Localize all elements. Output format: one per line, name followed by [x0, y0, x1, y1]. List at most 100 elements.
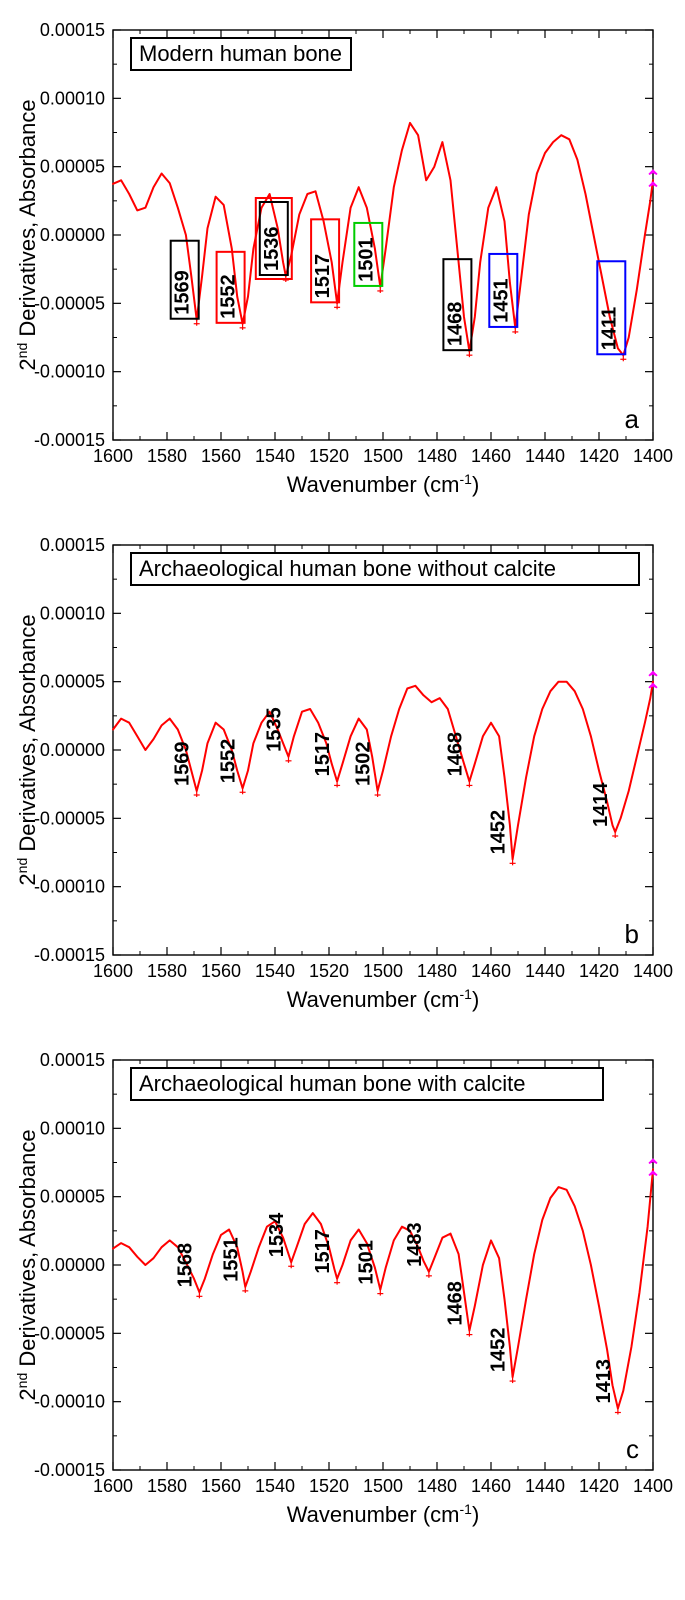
x-tick-label: 1540: [254, 961, 294, 981]
panel-letter: a: [624, 404, 639, 434]
y-tick-label: -0.00015: [33, 1460, 104, 1480]
y-tick-label: -0.00005: [33, 1323, 104, 1343]
x-tick-label: 1480: [416, 961, 456, 981]
peak-label-1452: 1452: [487, 810, 509, 855]
svg-text:1468: 1468: [444, 302, 466, 347]
panel-letter: c: [626, 1434, 639, 1464]
peak-label-1411: 1411: [598, 307, 620, 350]
svg-text:1452: 1452: [487, 810, 509, 855]
y-tick-label: 0.00010: [39, 88, 104, 108]
svg-text:1483: 1483: [403, 1222, 425, 1267]
y-tick-label: 0.00000: [39, 1255, 104, 1275]
chart-c: 1600158015601540152015001480146014401420…: [13, 1040, 673, 1540]
svg-text:1413: 1413: [592, 1359, 614, 1404]
svg-text:1451: 1451: [490, 278, 512, 323]
peak-label-1569: 1569: [171, 270, 193, 315]
svg-text:1501: 1501: [355, 237, 377, 282]
peak-label-1468: 1468: [444, 1281, 466, 1326]
x-tick-label: 1480: [416, 1476, 456, 1496]
x-tick-label: 1560: [200, 961, 240, 981]
x-tick-label: 1520: [308, 961, 348, 981]
svg-text:1502: 1502: [352, 742, 374, 787]
panel-letter: b: [624, 919, 638, 949]
svg-text:1452: 1452: [487, 1328, 509, 1373]
y-tick-label: 0.00010: [39, 603, 104, 623]
y-axis-title: 2nd Derivatives, Absorbance: [14, 1129, 40, 1400]
y-tick-label: -0.00010: [33, 1392, 104, 1412]
legend-text: Archaeological human bone with calcite: [139, 1071, 525, 1096]
y-tick-label: 0.00005: [39, 1187, 104, 1207]
svg-text:1551: 1551: [220, 1237, 242, 1282]
svg-text:1552: 1552: [217, 739, 239, 784]
x-tick-label: 1480: [416, 446, 456, 466]
peak-label-1552: 1552: [217, 739, 239, 784]
x-tick-label: 1440: [524, 961, 564, 981]
x-tick-label: 1420: [578, 446, 618, 466]
y-axis-title: 2nd Derivatives, Absorbance: [14, 99, 40, 370]
x-tick-label: 1400: [632, 961, 672, 981]
svg-text:1411: 1411: [598, 307, 620, 350]
panel-c: 1600158015601540152015001480146014401420…: [13, 1040, 673, 1540]
x-tick-label: 1400: [632, 1476, 672, 1496]
svg-text:1517: 1517: [312, 1229, 334, 1274]
x-tick-label: 1580: [146, 1476, 186, 1496]
svg-text:1517: 1517: [312, 732, 334, 777]
y-tick-label: 0.00000: [39, 740, 104, 760]
x-axis-title: Wavenumber (cm-1): [286, 986, 479, 1012]
peak-label-1552: 1552: [217, 274, 239, 319]
x-tick-label: 1420: [578, 961, 618, 981]
x-tick-label: 1460: [470, 961, 510, 981]
peak-label-1534: 1534: [266, 1212, 288, 1257]
svg-text:1501: 1501: [355, 1240, 377, 1285]
svg-text:1536: 1536: [260, 227, 282, 272]
x-tick-label: 1540: [254, 446, 294, 466]
peak-label-1501: 1501: [355, 237, 377, 282]
peak-label-1517: 1517: [312, 1229, 334, 1274]
x-tick-label: 1440: [524, 446, 564, 466]
peak-label-1468: 1468: [444, 302, 466, 347]
svg-text:1468: 1468: [444, 732, 466, 777]
y-tick-label: -0.00010: [33, 877, 104, 897]
peak-label-1517: 1517: [312, 732, 334, 777]
x-axis-title: Wavenumber (cm-1): [286, 471, 479, 497]
peak-label-1536: 1536: [260, 227, 282, 272]
svg-text:1552: 1552: [217, 274, 239, 319]
x-axis-title: Wavenumber (cm-1): [286, 1501, 479, 1527]
svg-text:1535: 1535: [263, 707, 285, 752]
spectrum-curve: [113, 682, 653, 860]
svg-text:1534: 1534: [266, 1212, 288, 1257]
x-tick-label: 1500: [362, 1476, 402, 1496]
chart-a: 1600158015601540152015001480146014401420…: [13, 10, 673, 510]
y-tick-label: 0.00015: [39, 1050, 104, 1070]
peak-label-1551: 1551: [220, 1237, 242, 1282]
peak-label-1451: 1451: [490, 278, 512, 323]
y-tick-label: -0.00015: [33, 430, 104, 450]
peak-label-1569: 1569: [171, 742, 193, 787]
x-tick-label: 1580: [146, 446, 186, 466]
y-tick-label: 0.00005: [39, 672, 104, 692]
svg-text:1414: 1414: [590, 782, 612, 827]
svg-text:1517: 1517: [312, 254, 334, 299]
x-tick-label: 1520: [308, 446, 348, 466]
x-tick-label: 1540: [254, 1476, 294, 1496]
x-tick-label: 1580: [146, 961, 186, 981]
legend-text: Modern human bone: [139, 41, 342, 66]
peak-label-1468: 1468: [444, 732, 466, 777]
peak-label-1483: 1483: [403, 1222, 425, 1267]
peak-label-1517: 1517: [312, 254, 334, 299]
y-tick-label: 0.00015: [39, 535, 104, 555]
x-tick-label: 1400: [632, 446, 672, 466]
chart-b: 1600158015601540152015001480146014401420…: [13, 525, 673, 1025]
x-tick-label: 1500: [362, 446, 402, 466]
y-tick-label: 0.00015: [39, 20, 104, 40]
panel-b: 1600158015601540152015001480146014401420…: [13, 525, 673, 1025]
peak-label-1414: 1414: [590, 782, 612, 827]
peak-label-1535: 1535: [263, 707, 285, 752]
y-tick-label: -0.00010: [33, 362, 104, 382]
peak-label-1452: 1452: [487, 1328, 509, 1373]
y-tick-label: -0.00005: [33, 808, 104, 828]
y-tick-label: 0.00005: [39, 157, 104, 177]
peak-label-1502: 1502: [352, 742, 374, 787]
panel-a: 1600158015601540152015001480146014401420…: [13, 10, 673, 510]
y-axis-title: 2nd Derivatives, Absorbance: [14, 614, 40, 885]
